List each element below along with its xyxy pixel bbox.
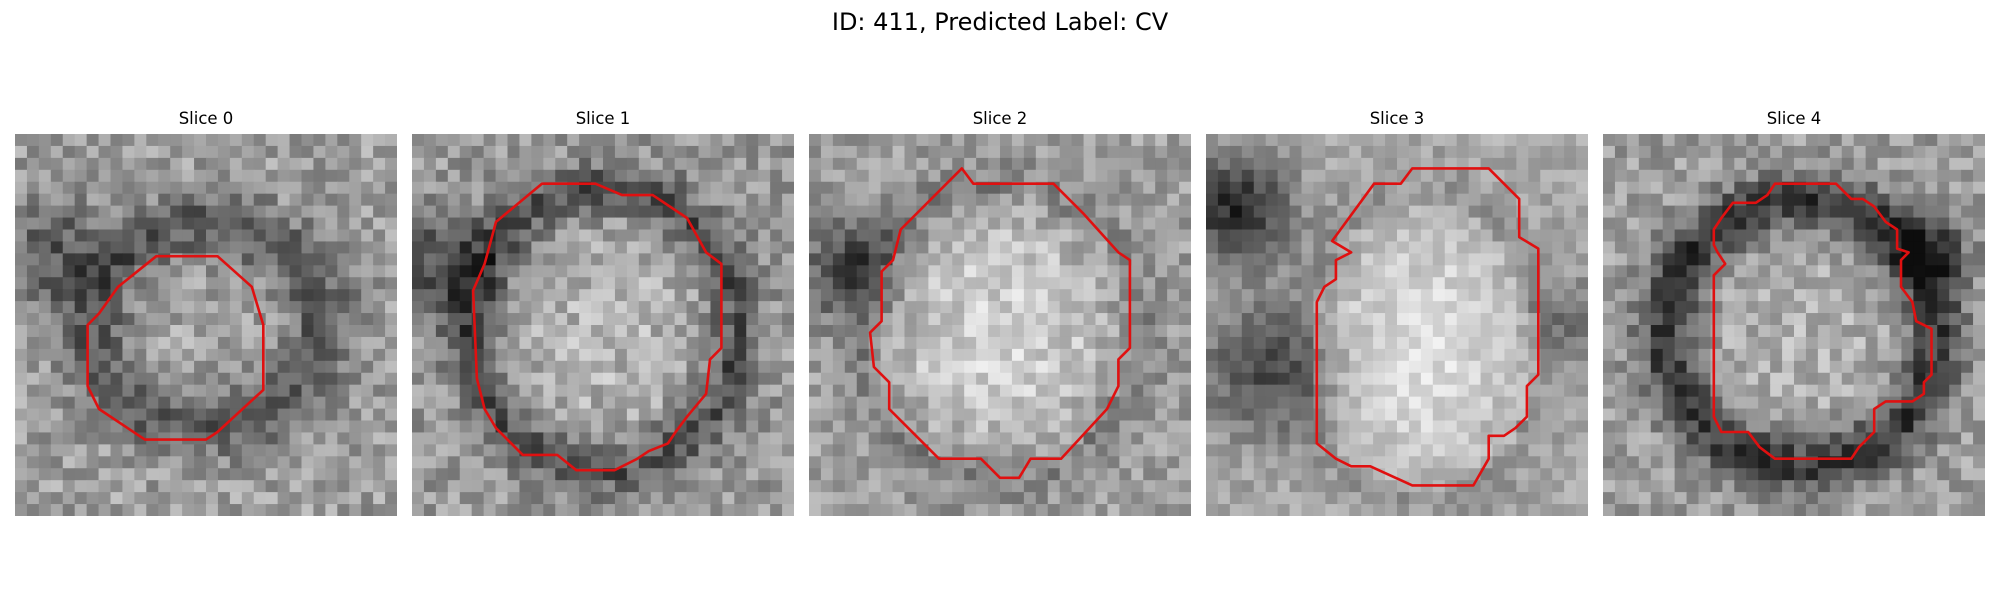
slice-3-title: Slice 3 bbox=[1369, 109, 1425, 128]
segmentation-contour bbox=[86, 254, 265, 441]
slice-0-title: Slice 0 bbox=[178, 109, 234, 128]
segmentation-contour bbox=[868, 167, 1132, 480]
pixel-grid bbox=[412, 134, 794, 516]
segmentation-contour bbox=[1315, 167, 1540, 487]
slice-2-title: Slice 2 bbox=[972, 109, 1028, 128]
figure-title: ID: 411, Predicted Label: CV bbox=[831, 8, 1169, 36]
pixel-grid bbox=[15, 134, 397, 516]
slice-1-image bbox=[412, 134, 794, 516]
pixel-grid bbox=[1206, 134, 1588, 516]
slice-3-image bbox=[1206, 134, 1588, 516]
slice-0-image bbox=[15, 134, 397, 516]
slice-1-title: Slice 1 bbox=[575, 109, 631, 128]
slice-2-image bbox=[809, 134, 1191, 516]
slice-4-image bbox=[1603, 134, 1985, 516]
slice-4-title: Slice 4 bbox=[1766, 109, 1822, 128]
pixel-grid bbox=[809, 134, 1191, 516]
segmentation-contour bbox=[1712, 182, 1933, 461]
segmentation-contour bbox=[471, 182, 723, 472]
pixel-grid bbox=[1603, 134, 1985, 516]
